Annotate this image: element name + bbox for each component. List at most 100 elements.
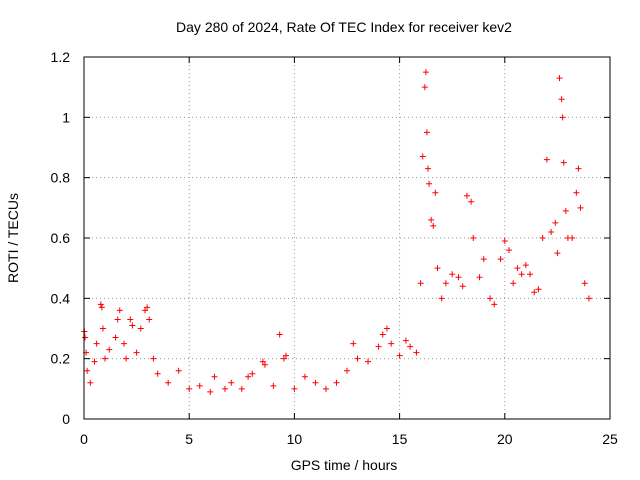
data-point bbox=[312, 379, 319, 386]
data-point bbox=[531, 289, 538, 296]
data-points bbox=[81, 69, 592, 395]
data-point bbox=[98, 304, 105, 311]
data-point bbox=[114, 316, 121, 323]
data-point bbox=[196, 382, 203, 389]
data-point bbox=[417, 280, 424, 287]
data-point bbox=[432, 189, 439, 196]
data-point bbox=[123, 355, 130, 362]
data-point bbox=[344, 367, 350, 374]
data-point bbox=[280, 355, 287, 362]
data-point bbox=[301, 373, 308, 380]
x-tick-label: 15 bbox=[392, 431, 408, 447]
data-point bbox=[434, 265, 441, 272]
data-point bbox=[419, 153, 426, 160]
data-point bbox=[535, 286, 542, 293]
y-tick-label: 0.2 bbox=[51, 351, 71, 367]
data-point bbox=[554, 250, 561, 257]
data-point bbox=[552, 219, 559, 226]
data-point bbox=[150, 355, 157, 362]
data-point bbox=[491, 301, 498, 308]
data-point bbox=[577, 204, 584, 211]
data-point bbox=[581, 280, 588, 287]
data-point bbox=[527, 271, 534, 278]
data-point bbox=[501, 238, 508, 245]
data-point bbox=[144, 304, 151, 311]
data-point bbox=[522, 262, 529, 269]
data-point bbox=[487, 295, 494, 302]
x-tick-label: 25 bbox=[602, 431, 618, 447]
x-tick-label: 20 bbox=[497, 431, 513, 447]
data-point bbox=[245, 373, 252, 380]
data-point bbox=[422, 69, 429, 76]
data-point bbox=[388, 340, 395, 347]
data-point bbox=[228, 379, 235, 386]
data-point bbox=[556, 75, 563, 82]
data-point bbox=[133, 349, 140, 356]
data-point bbox=[413, 349, 420, 356]
data-point bbox=[470, 235, 477, 241]
axis-ticks bbox=[83, 56, 611, 420]
data-point bbox=[421, 84, 428, 91]
data-point bbox=[93, 340, 100, 347]
data-point bbox=[129, 322, 136, 329]
data-point bbox=[428, 216, 435, 223]
data-point bbox=[84, 367, 91, 374]
data-point bbox=[423, 129, 430, 136]
y-tick-label: 1 bbox=[62, 109, 70, 125]
data-point bbox=[276, 331, 283, 338]
data-point bbox=[137, 325, 144, 332]
data-point bbox=[459, 283, 466, 290]
x-tick-label: 10 bbox=[287, 431, 303, 447]
data-point bbox=[91, 358, 98, 365]
data-point bbox=[238, 385, 245, 392]
data-point bbox=[426, 180, 433, 187]
data-point bbox=[407, 343, 414, 350]
data-point bbox=[585, 295, 592, 302]
data-point bbox=[270, 382, 277, 389]
data-point bbox=[543, 156, 550, 163]
data-point bbox=[165, 379, 172, 386]
data-point bbox=[127, 316, 134, 323]
x-axis-label: GPS time / hours bbox=[291, 457, 398, 473]
data-point bbox=[442, 280, 449, 287]
data-point bbox=[402, 337, 409, 344]
data-point bbox=[396, 352, 403, 359]
data-point bbox=[120, 340, 127, 347]
x-tick-label: 0 bbox=[80, 431, 88, 447]
data-point bbox=[562, 207, 569, 214]
data-point bbox=[463, 192, 470, 199]
data-point bbox=[548, 228, 555, 235]
data-point bbox=[211, 373, 218, 380]
data-point bbox=[142, 307, 149, 314]
data-point bbox=[154, 370, 161, 377]
data-point bbox=[116, 307, 123, 314]
data-point bbox=[102, 355, 109, 362]
y-tick-label: 0.8 bbox=[51, 170, 71, 186]
data-point bbox=[468, 198, 475, 205]
data-point bbox=[559, 114, 566, 121]
data-point bbox=[497, 256, 504, 263]
chart-title: Day 280 of 2024, Rate Of TEC Index for r… bbox=[176, 19, 512, 35]
data-point bbox=[175, 367, 182, 374]
grid-lines bbox=[84, 57, 610, 419]
y-tick-label: 0 bbox=[62, 411, 70, 427]
data-point bbox=[558, 96, 565, 103]
data-point bbox=[480, 256, 487, 263]
data-point bbox=[146, 316, 153, 323]
data-point bbox=[476, 274, 483, 281]
data-point bbox=[97, 301, 104, 308]
data-point bbox=[379, 331, 386, 338]
data-point bbox=[207, 388, 214, 395]
data-point bbox=[259, 358, 266, 365]
data-point bbox=[518, 271, 525, 278]
data-point bbox=[575, 165, 582, 172]
data-point bbox=[322, 385, 329, 392]
data-point bbox=[249, 370, 256, 377]
data-point bbox=[350, 340, 357, 347]
y-tick-label: 1.2 bbox=[51, 49, 71, 65]
data-point bbox=[539, 235, 546, 241]
data-point bbox=[82, 334, 89, 341]
tick-labels: 0 5 10 15 20 25 0 0.2 0.4 0.6 0.8 1 1.2 bbox=[51, 49, 618, 447]
data-point bbox=[221, 385, 228, 392]
